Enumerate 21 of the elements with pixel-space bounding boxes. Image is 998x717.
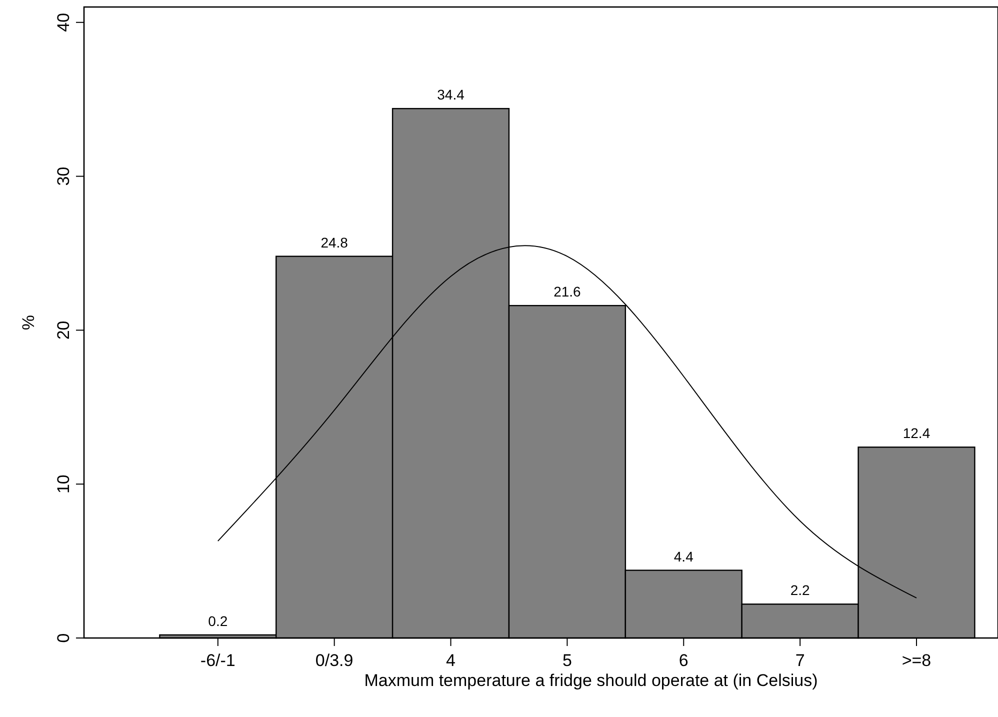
x-axis-title: Maxmum temperature a fridge should operate at (in Celsius) — [364, 671, 818, 690]
data-label: 21.6 — [554, 284, 582, 300]
y-tick-label: 20 — [54, 320, 73, 340]
x-tick-label: 7 — [795, 651, 805, 670]
data-label: 2.2 — [790, 582, 810, 598]
y-axis-title: % — [19, 314, 38, 330]
y-tick-label: 30 — [54, 166, 73, 186]
y-tick-label: 40 — [54, 12, 73, 32]
x-tick-label: 5 — [562, 651, 572, 670]
y-tick-label: 10 — [54, 474, 73, 494]
data-label: 34.4 — [437, 86, 465, 103]
x-tick-label: -6/-1 — [200, 651, 236, 670]
x-tick-label: 4 — [446, 651, 456, 670]
data-label: 4.4 — [674, 548, 694, 564]
x-tick-label: 0/3.9 — [315, 651, 354, 670]
y-tick-label: 0 — [54, 633, 73, 643]
data-label: 24.8 — [320, 234, 348, 250]
x-tick-label: >=8 — [902, 651, 932, 670]
x-tick-label: 6 — [678, 651, 688, 670]
data-label: 12.4 — [902, 425, 930, 442]
data-label: 0.2 — [208, 612, 228, 629]
